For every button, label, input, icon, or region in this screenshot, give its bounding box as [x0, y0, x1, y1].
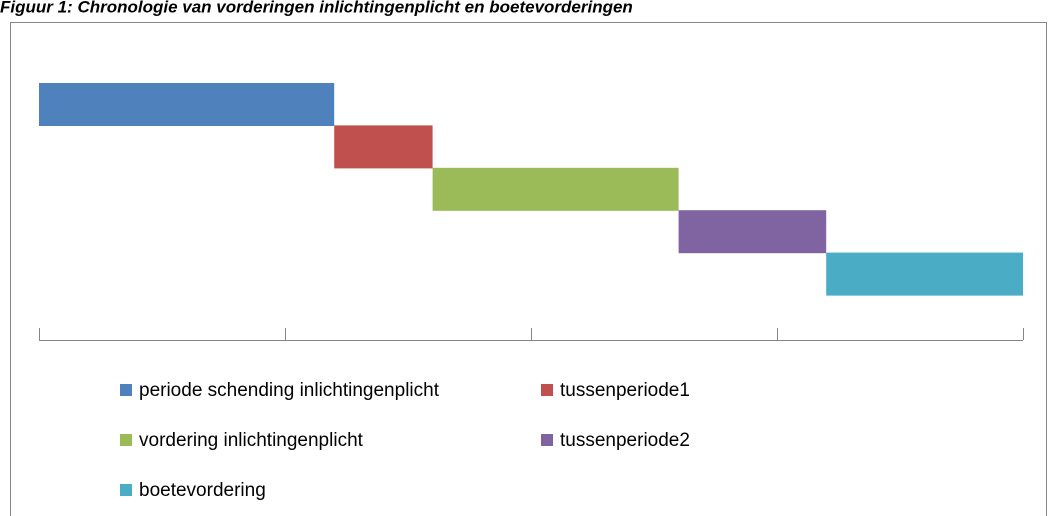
legend-swatch: [120, 484, 132, 496]
bar: [334, 125, 433, 169]
chart-frame: [10, 22, 1047, 516]
legend-swatch: [120, 434, 132, 446]
legend-swatch: [541, 384, 553, 396]
bar: [826, 252, 1023, 296]
legend-label: tussenperiode2: [560, 430, 690, 451]
bar: [678, 210, 827, 254]
legend-label: periode schending inlichtingenplicht: [139, 380, 440, 401]
legend-label: tussenperiode1: [560, 380, 690, 401]
legend-label: boetevordering: [139, 480, 266, 501]
legend-swatch: [120, 384, 132, 396]
chart-title: Figuur 1: Chronologie van vorderingen in…: [0, 0, 633, 16]
legend-label: vordering inlichtingenplicht: [139, 430, 364, 451]
bar: [39, 83, 335, 126]
bar: [432, 167, 679, 211]
legend-swatch: [541, 434, 553, 446]
